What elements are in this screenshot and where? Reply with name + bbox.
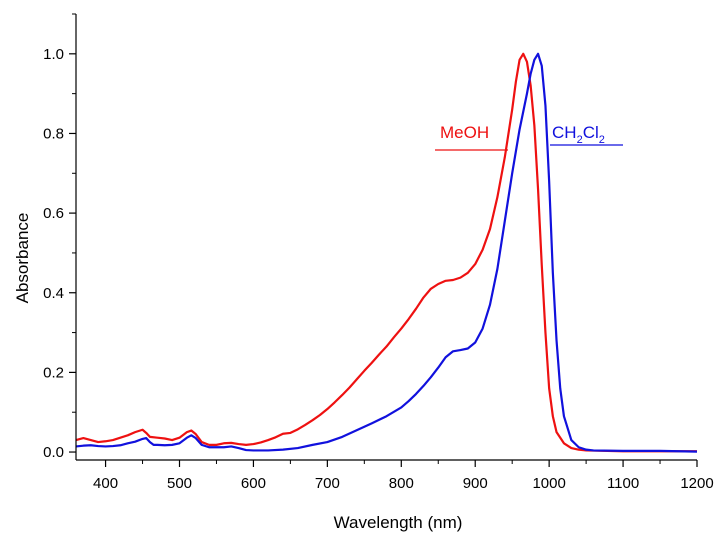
x-tick-label-1200: 1200 [680, 475, 713, 492]
y-tick-label-0.2: 0.2 [43, 364, 64, 381]
x-tick-label-1100: 1100 [607, 475, 639, 492]
x-axis-title: Wavelength (nm) [334, 513, 463, 532]
y-tick-label-0.8: 0.8 [43, 125, 64, 142]
x-tick-label-900: 900 [463, 475, 488, 492]
y-tick-label-0.4: 0.4 [43, 285, 64, 302]
x-ticks: 400 500 600 700 800 900 1000 1100 1200 [93, 460, 714, 492]
series-line-ch2cl2 [75, 52, 698, 453]
x-tick-label-1000: 1000 [532, 475, 565, 492]
x-tick-label-600: 600 [241, 475, 266, 492]
y-ticks: 0.0 0.2 0.4 0.6 0.8 1.0 [43, 13, 76, 461]
x-tick-label-500: 500 [167, 475, 192, 492]
series-layer [75, 52, 698, 453]
x-tick-label-700: 700 [315, 475, 340, 492]
y-tick-label-0.6: 0.6 [43, 205, 64, 222]
y-tick-label-0.0: 0.0 [43, 444, 64, 461]
legend-ch2cl2-label: CH2Cl2 [552, 123, 605, 146]
y-axis-title: Absorbance [13, 213, 32, 304]
y-tick-label-1.0: 1.0 [43, 46, 64, 63]
x-tick-label-800: 800 [389, 475, 414, 492]
series-line-meoh [75, 52, 697, 453]
axes: 400 500 600 700 800 900 1000 1100 1200 0.0 0.2 0.4… [43, 13, 714, 492]
legend-meoh-label: MeOH [440, 123, 489, 142]
legend: MeOH CH2Cl2 [435, 123, 623, 151]
x-tick-label-400: 400 [93, 475, 118, 492]
